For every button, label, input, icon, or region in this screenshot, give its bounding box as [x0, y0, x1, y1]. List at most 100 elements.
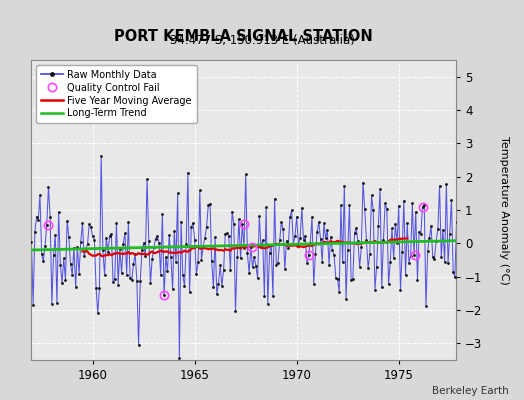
- Point: [430, 255, 439, 262]
- Point: [294, 242, 302, 248]
- Point: [274, 259, 282, 266]
- Point: [417, 230, 425, 237]
- Point: [389, 255, 398, 262]
- Point: [179, 272, 187, 278]
- Point: [235, 216, 243, 223]
- Point: [272, 262, 280, 268]
- Point: [124, 219, 133, 226]
- Point: [204, 202, 213, 208]
- Point: [395, 202, 403, 209]
- Point: [340, 183, 348, 189]
- Point: [97, 153, 105, 159]
- Point: [161, 254, 170, 260]
- Point: [254, 275, 262, 282]
- Point: [109, 279, 117, 285]
- Point: [94, 310, 102, 316]
- Point: [415, 228, 423, 235]
- Point: [413, 276, 422, 283]
- Point: [117, 270, 126, 276]
- Point: [291, 232, 299, 239]
- Point: [444, 260, 452, 266]
- Point: [153, 233, 161, 239]
- Point: [30, 229, 39, 235]
- Point: [335, 289, 343, 295]
- Point: [411, 208, 420, 215]
- Point: [107, 231, 116, 238]
- Point: [451, 273, 459, 280]
- Point: [316, 236, 325, 242]
- Point: [67, 261, 75, 268]
- Point: [105, 233, 114, 239]
- Point: [362, 237, 370, 244]
- Point: [133, 278, 141, 284]
- Point: [172, 258, 180, 265]
- Point: [145, 238, 153, 244]
- Point: [345, 202, 354, 208]
- Point: [78, 220, 86, 227]
- Point: [311, 250, 320, 257]
- Point: [357, 244, 366, 250]
- Point: [143, 176, 151, 182]
- Point: [351, 230, 359, 236]
- Point: [112, 220, 121, 226]
- Point: [264, 301, 272, 307]
- Point: [262, 204, 270, 210]
- Point: [194, 259, 202, 266]
- Point: [58, 280, 66, 286]
- Point: [452, 219, 461, 225]
- Point: [383, 206, 391, 212]
- Y-axis label: Temperature Anomaly (°C): Temperature Anomaly (°C): [499, 136, 509, 284]
- Point: [386, 259, 395, 266]
- Point: [60, 255, 68, 262]
- Point: [185, 289, 194, 296]
- Point: [83, 240, 92, 247]
- Point: [369, 207, 377, 214]
- Point: [257, 244, 265, 250]
- Point: [75, 271, 83, 277]
- Point: [64, 234, 73, 240]
- Point: [198, 256, 206, 263]
- Point: [202, 224, 211, 230]
- Point: [405, 260, 413, 266]
- Point: [48, 301, 56, 307]
- Point: [231, 308, 239, 315]
- Point: [116, 246, 124, 252]
- Point: [276, 237, 284, 244]
- Point: [321, 235, 330, 242]
- Point: [378, 284, 386, 290]
- Point: [123, 272, 131, 278]
- Point: [314, 219, 323, 225]
- Point: [391, 220, 399, 227]
- Point: [208, 258, 216, 264]
- Point: [39, 258, 48, 264]
- Point: [359, 179, 367, 186]
- Point: [281, 266, 289, 272]
- Point: [180, 283, 189, 289]
- Point: [425, 234, 433, 241]
- Point: [308, 214, 316, 220]
- Point: [445, 231, 454, 237]
- Point: [221, 230, 230, 237]
- Point: [367, 192, 376, 199]
- Point: [279, 226, 287, 233]
- Point: [420, 201, 429, 208]
- Point: [155, 239, 163, 246]
- Point: [354, 238, 362, 244]
- Point: [138, 247, 146, 253]
- Point: [80, 253, 89, 260]
- Point: [442, 180, 451, 187]
- Point: [408, 200, 417, 206]
- Point: [247, 244, 255, 250]
- Point: [102, 235, 111, 241]
- Point: [301, 232, 309, 239]
- Point: [250, 254, 258, 260]
- Point: [376, 186, 384, 192]
- Point: [141, 253, 149, 259]
- Point: [41, 243, 49, 249]
- Point: [320, 220, 328, 227]
- Point: [85, 221, 93, 228]
- Point: [432, 238, 440, 244]
- Point: [337, 202, 345, 209]
- Point: [157, 272, 165, 278]
- Point: [347, 277, 355, 284]
